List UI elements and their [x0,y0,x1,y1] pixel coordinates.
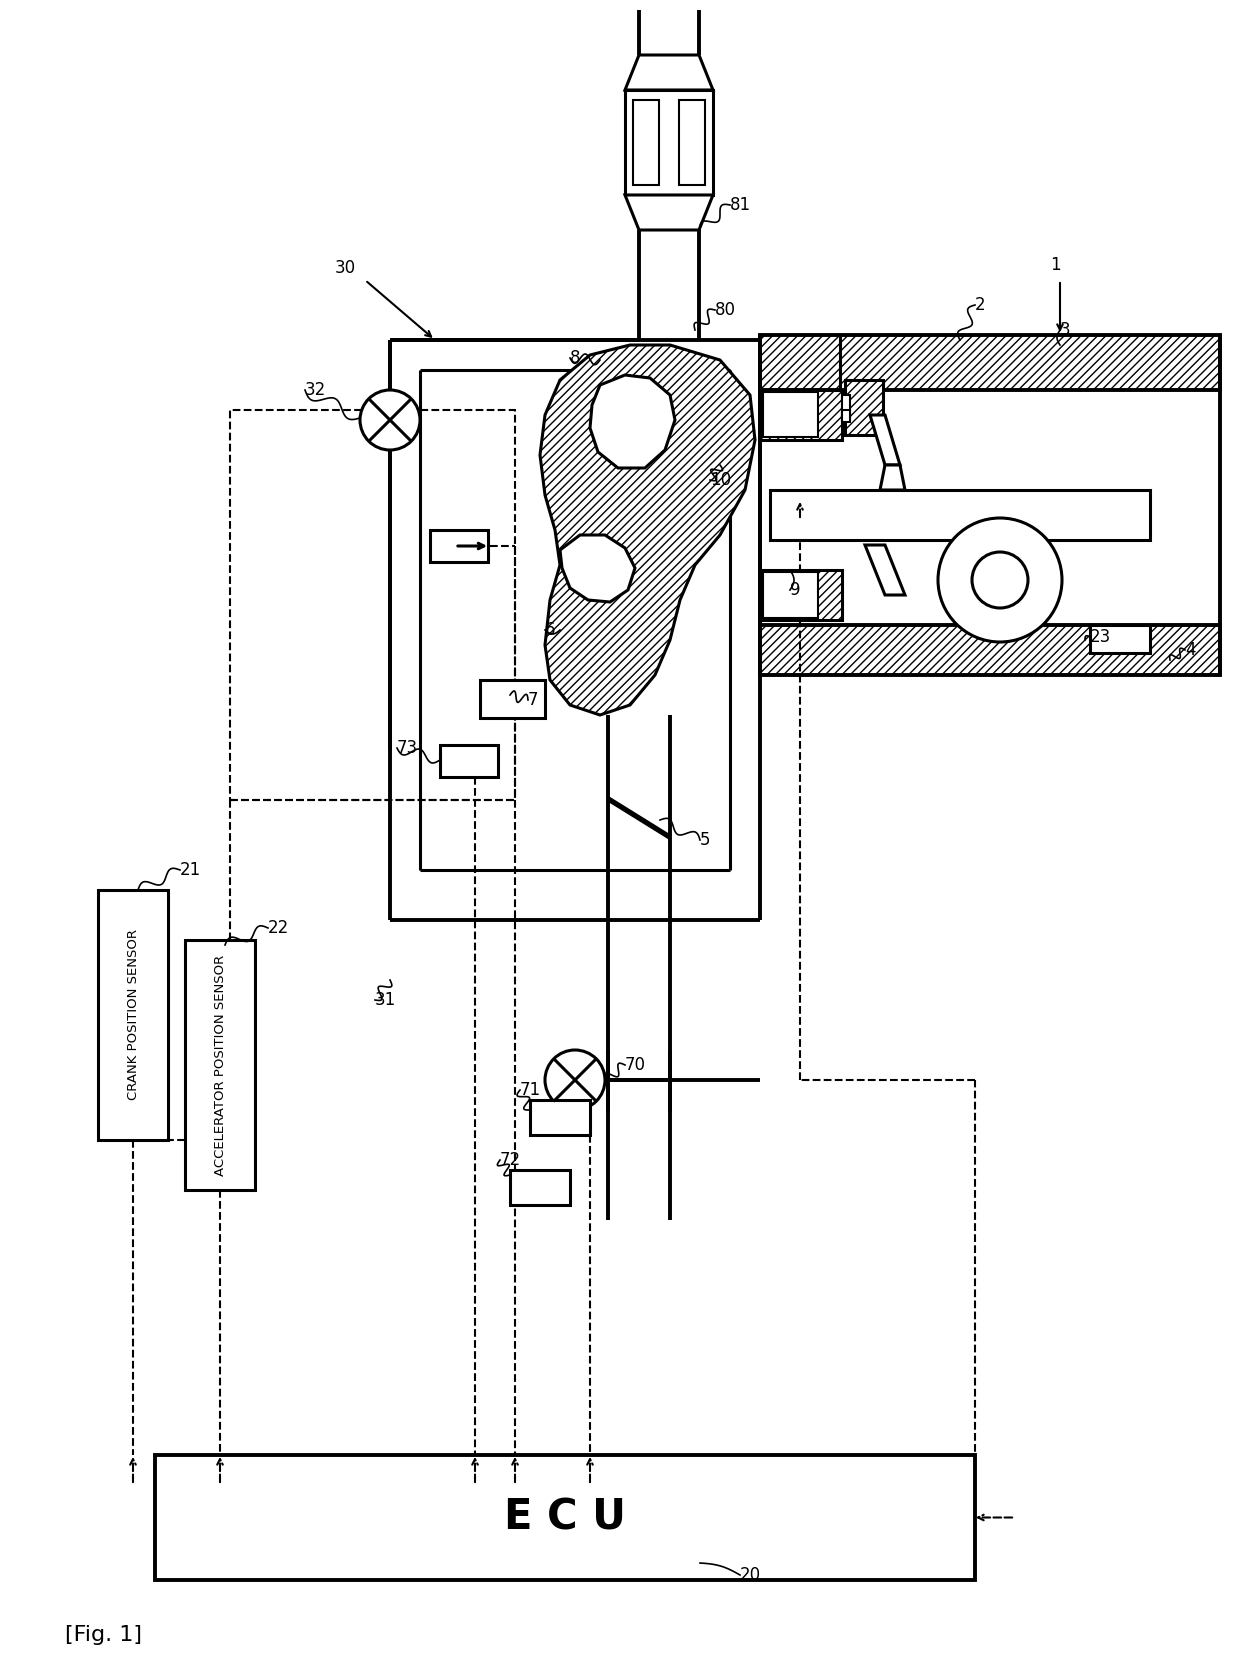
Text: 7: 7 [528,692,538,708]
Text: 71: 71 [520,1081,541,1099]
Polygon shape [760,391,842,441]
Text: 3: 3 [1060,321,1070,339]
Text: 8: 8 [570,349,580,368]
Text: CRANK POSITION SENSOR: CRANK POSITION SENSOR [126,930,140,1101]
Text: 5: 5 [701,832,711,850]
Polygon shape [880,466,905,491]
Text: E C U: E C U [503,1497,626,1538]
Bar [529,1099,590,1136]
Text: 10: 10 [711,471,732,489]
Text: 70: 70 [625,1056,646,1074]
Bar [844,381,883,436]
Text: 81: 81 [730,196,751,215]
Circle shape [937,517,1061,642]
Text: 22: 22 [268,920,289,936]
Bar [155,1455,975,1580]
Bar [430,530,489,562]
Bar [760,334,1220,391]
Bar [1090,625,1149,654]
Bar [842,411,849,422]
Bar [510,1171,570,1206]
Bar [185,940,255,1191]
Bar [440,745,498,777]
Text: 23: 23 [1090,629,1111,645]
Text: 2: 2 [975,296,986,314]
Polygon shape [625,195,713,229]
Text: 4: 4 [1185,640,1195,659]
Text: 9: 9 [790,580,801,599]
Polygon shape [560,535,635,602]
Text: 21: 21 [180,861,201,880]
Text: 31: 31 [374,991,397,1009]
Text: 32: 32 [305,381,326,399]
Polygon shape [866,545,905,595]
Text: 73: 73 [397,738,418,757]
Bar [98,890,167,1141]
Polygon shape [870,416,900,466]
Bar [770,491,1149,540]
Text: 20: 20 [740,1567,761,1583]
Bar [480,680,546,718]
Text: ACCELERATOR POSITION SENSOR: ACCELERATOR POSITION SENSOR [213,955,227,1176]
Polygon shape [625,90,713,195]
Text: 1: 1 [1050,256,1060,274]
Bar [680,100,706,185]
Text: 30: 30 [335,259,356,278]
Circle shape [546,1049,605,1109]
Bar [763,392,818,437]
Circle shape [360,391,420,451]
Polygon shape [625,55,713,90]
Text: 6: 6 [546,620,556,639]
Bar [763,572,818,619]
Polygon shape [760,570,842,620]
Bar [760,625,1220,675]
Text: 72: 72 [500,1151,521,1169]
Text: [Fig. 1]: [Fig. 1] [64,1625,143,1645]
Circle shape [972,552,1028,609]
Bar [842,396,849,421]
Text: 80: 80 [715,301,737,319]
Polygon shape [539,344,755,715]
Polygon shape [590,374,675,467]
Bar [229,411,515,800]
Bar [632,100,658,185]
